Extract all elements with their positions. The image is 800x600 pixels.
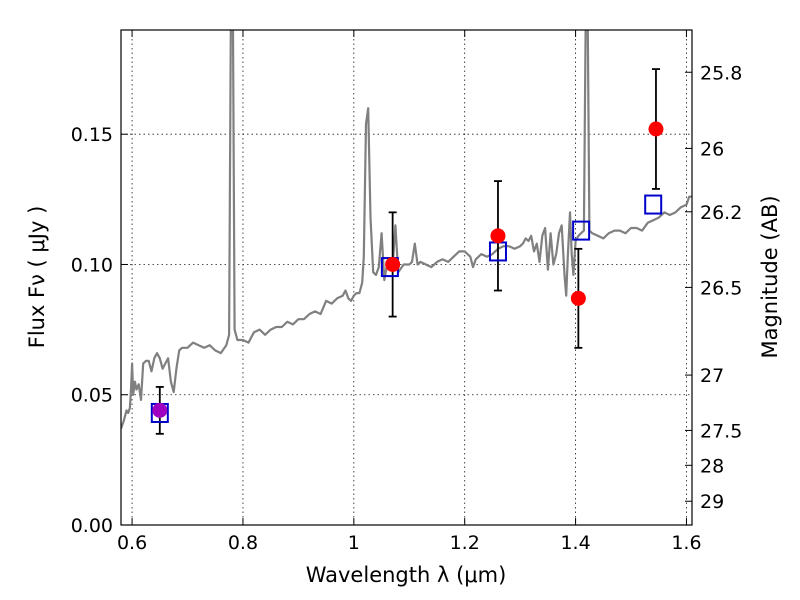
observed-point — [570, 290, 586, 306]
y2-tick-label: 27.5 — [700, 420, 742, 442]
y-tick-label: 0.05 — [71, 385, 113, 407]
y2-tick-label: 28 — [700, 455, 724, 477]
model-point — [572, 220, 591, 241]
y2-tick-label: 26 — [700, 138, 724, 160]
observed-point — [648, 121, 664, 137]
y2-tick-label: 26.5 — [700, 277, 742, 299]
y-axis-title: Flux Fν ( μJy ) — [25, 206, 49, 349]
plot-background — [121, 30, 692, 525]
plot-frame — [120, 29, 693, 526]
x-tick-label: 1.6 — [671, 532, 701, 554]
y-tick-label: 0.10 — [71, 254, 113, 276]
observed-point — [152, 402, 168, 418]
model-point — [644, 194, 663, 215]
y2-tick-label: 27 — [700, 365, 724, 387]
x-tick-label: 1.2 — [450, 532, 480, 554]
x-axis-title: Wavelength λ (μm) — [306, 563, 507, 587]
y-tick-label: 0.00 — [71, 515, 113, 537]
axis-ticks: 0.6 0.8 1 1.2 1.4 1.6 0.00 0.05 0.10 0.15 25.8 26 26… — [71, 30, 742, 554]
y2-tick-label: 29 — [700, 491, 724, 513]
y-tick-label: 0.15 — [71, 124, 113, 146]
observed-point — [385, 256, 401, 272]
observed-point — [490, 228, 506, 244]
y2-tick-label: 26.2 — [700, 202, 742, 224]
y2-axis-title: Magnitude (AB) — [758, 195, 782, 358]
x-tick-label: 0.8 — [228, 532, 258, 554]
x-tick-label: 1.4 — [560, 532, 590, 554]
x-tick-label: 1 — [348, 532, 360, 554]
observed-points-layer — [152, 121, 664, 418]
y2-tick-label: 25.8 — [700, 62, 742, 84]
x-tick-label: 0.6 — [117, 532, 147, 554]
